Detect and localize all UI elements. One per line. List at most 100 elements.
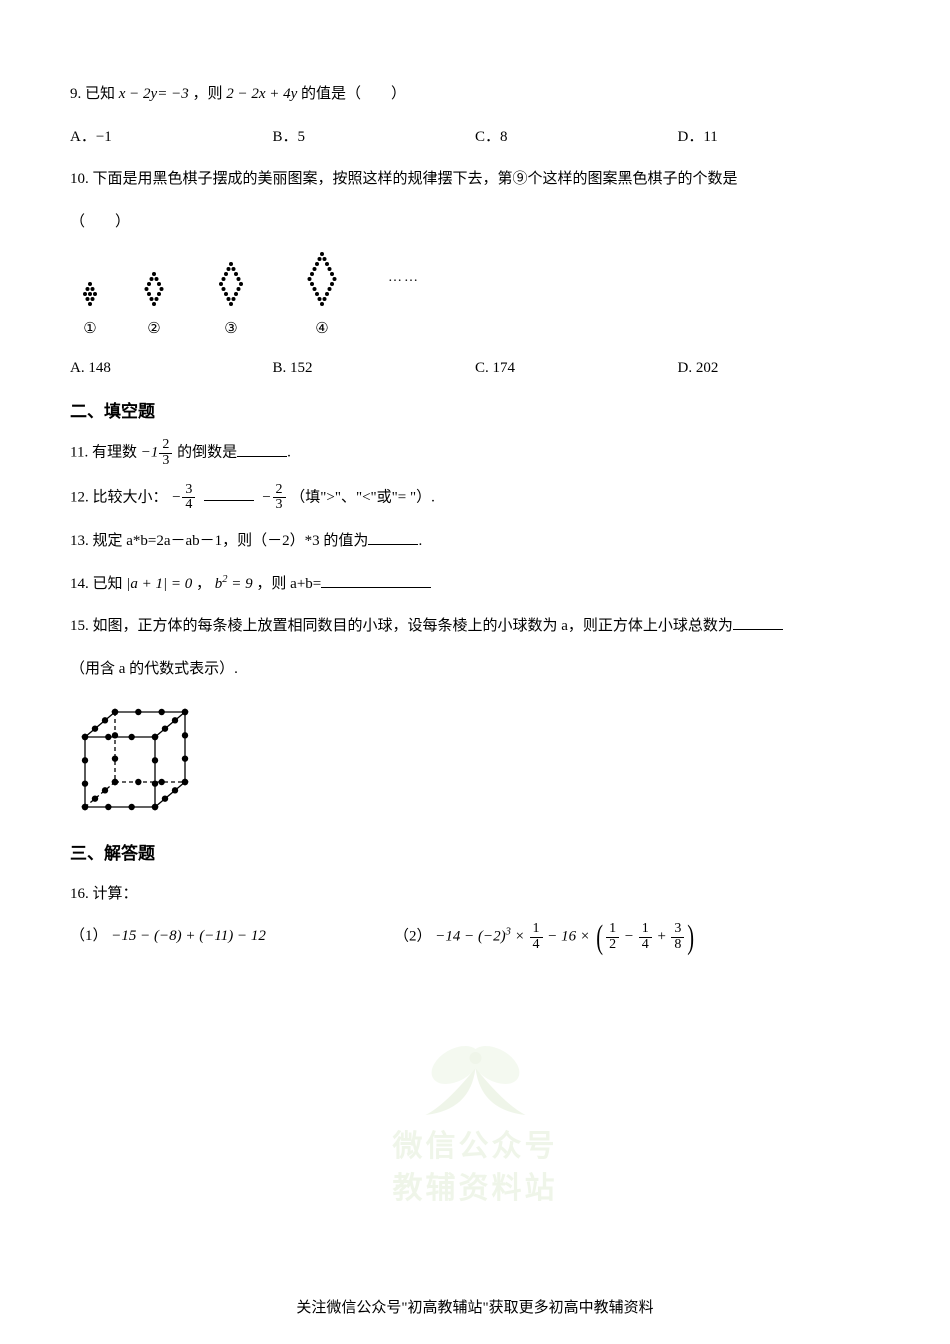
q16-title: 计算： [93,886,138,902]
q16-f2d: 2 [606,938,619,953]
q13-text: 规定 a*b=2a－ab－1，则（－2）*3 的值为 [93,533,369,549]
q9-post: 的值是（ ） [301,86,406,102]
q16-c2-label: （2） [394,929,432,945]
q14-b-rhs: = 9 [228,576,253,592]
q16-f4: 38 [671,922,684,952]
section-3-heading: 三、解答题 [70,838,880,870]
q16-c1-label: （1） [70,928,108,944]
q12-minus1: − [171,489,181,505]
q12-blank [204,485,254,502]
label-4: ④ [282,315,362,344]
q12-f2d: 3 [273,498,286,513]
q9-expr1-lhs: x − 2y [119,86,157,102]
q16-f3d: 4 [639,938,652,953]
q12-pre: 比较大小： [93,489,168,505]
q15-cube [70,697,880,828]
q10-patterns: …… [70,248,880,309]
watermark-line1: 微信公众号 [393,1126,558,1168]
q16-f3n: 1 [639,922,652,938]
q10-stem: 下面是用黑色棋子摆成的美丽图案，按照这样的规律摆下去，第⑨个这样的图案黑色棋子的… [93,171,738,187]
q16-f1n: 1 [530,922,543,938]
q9-options: A．−1 B．5 C．8 D．11 [70,123,880,152]
q12-f1n: 3 [182,483,195,499]
q13-num: 13. [70,533,89,549]
q9-pre: 已知 [85,86,115,102]
q12-f2n: 2 [273,483,286,499]
q15-num: 15. [70,618,89,634]
q16-f4d: 8 [671,938,684,953]
question-14: 14. 已知 |a + 1| = 0 ， b2 = 9 ，则 a+b= [70,570,880,599]
q10-opt-a: A. 148 [70,354,273,383]
watermark-line2: 教辅资料站 [393,1168,558,1210]
q12-post: （填">"、"<"或"= "）. [290,489,435,505]
pattern-4 [282,248,362,309]
question-16: 16. 计算： [70,880,880,909]
pattern-2 [128,268,180,309]
q14-sep: ， [196,576,211,592]
q16-f4n: 3 [671,922,684,938]
question-11: 11. 有理数 −123 的倒数是. [70,438,880,468]
q11-pre: 有理数 [92,445,137,461]
pattern-3 [198,258,264,309]
q12-num: 12. [70,489,89,505]
question-13: 13. 规定 a*b=2a－ab－1，则（－2）*3 的值为. [70,527,880,556]
q15-line1: 如图，正方体的每条棱上放置相同数目的小球，设每条棱上的小球数为 a，则正方体上小… [93,618,733,634]
cube-diagram [70,697,200,817]
q12-f1: 34 [182,483,195,513]
page-footer: 关注微信公众号"初高教辅站"获取更多初高中教辅资料 [0,1294,950,1323]
question-9: 9. 已知 x − 2y= −3 ，则 2 − 2x + 4y 的值是（ ） [70,80,880,109]
label-3: ③ [198,315,264,344]
q16-c2-p3: − 16 × [544,929,594,945]
q16-f2n: 1 [606,922,619,938]
label-2: ② [128,315,180,344]
q10-opt-c: C. 174 [475,354,678,383]
question-12: 12. 比较大小： −34 −23 （填">"、"<"或"= "）. [70,483,880,513]
question-10: 10. 下面是用黑色棋子摆成的美丽图案，按照这样的规律摆下去，第⑨个这样的图案黑… [70,165,880,194]
pattern-ellipsis: …… [388,265,420,292]
q10-paren: （ ） [70,208,880,237]
q16-c2-p2: × [511,929,529,945]
q16-m2: + [653,929,671,945]
q15-blank [733,614,783,631]
q11-post: 的倒数是 [177,445,237,461]
q11-period: . [287,445,291,461]
q10-opt-b: B. 152 [273,354,476,383]
q16-calcs: （1） −15 − (−8) + (−11) − 12 （2） −14 − (−… [70,922,880,952]
leaf-icon [415,1020,535,1120]
q14-num: 14. [70,576,89,592]
q16-f1d: 4 [530,938,543,953]
q11-frac-n: 2 [159,438,172,454]
q9-opt-b: B．5 [273,123,476,152]
q9-opt-c: C．8 [475,123,678,152]
q12-f1d: 4 [182,498,195,513]
q11-blank [237,440,287,457]
section-2-heading: 二、填空题 [70,396,880,428]
q16-m1: − [620,929,638,945]
q9-num: 9. [70,86,81,102]
q16-c2-p1: −14 − (−2) [435,929,505,945]
q11-minus: −1 [141,445,159,461]
q11-num: 11. [70,445,88,461]
q16-f3: 14 [639,922,652,952]
q12-minus2: − [261,489,271,505]
q10-num: 10. [70,171,89,187]
q13-period: . [418,533,422,549]
q16-num: 16. [70,886,89,902]
q14-abs: |a + 1| = 0 [126,576,192,592]
q9-mid: ，则 [192,86,222,102]
question-15: 15. 如图，正方体的每条棱上放置相同数目的小球，设每条棱上的小球数为 a，则正… [70,612,880,641]
pattern-1 [70,278,110,309]
q9-opt-a: A．−1 [70,123,273,152]
q16-c2: （2） −14 − (−2)3 × 14 − 16 × (12 − 14 + 3… [394,922,880,952]
q16-c1-expr: −15 − (−8) + (−11) − 12 [111,928,266,944]
q13-blank [368,529,418,546]
question-15-line2: （用含 a 的代数式表示）. [70,655,880,684]
q11-frac: 23 [159,438,172,468]
q10-pattern-labels: ① ② ③ ④ [70,315,880,344]
q16-c1: （1） −15 − (−8) + (−11) − 12 [70,922,394,952]
q14-post: ，则 a+b= [256,576,321,592]
q10-options: A. 148 B. 152 C. 174 D. 202 [70,354,880,383]
q9-expr1-rhs: = −3 [157,86,189,102]
watermark: 微信公众号 教辅资料站 [393,1020,558,1210]
label-1: ① [70,315,110,344]
